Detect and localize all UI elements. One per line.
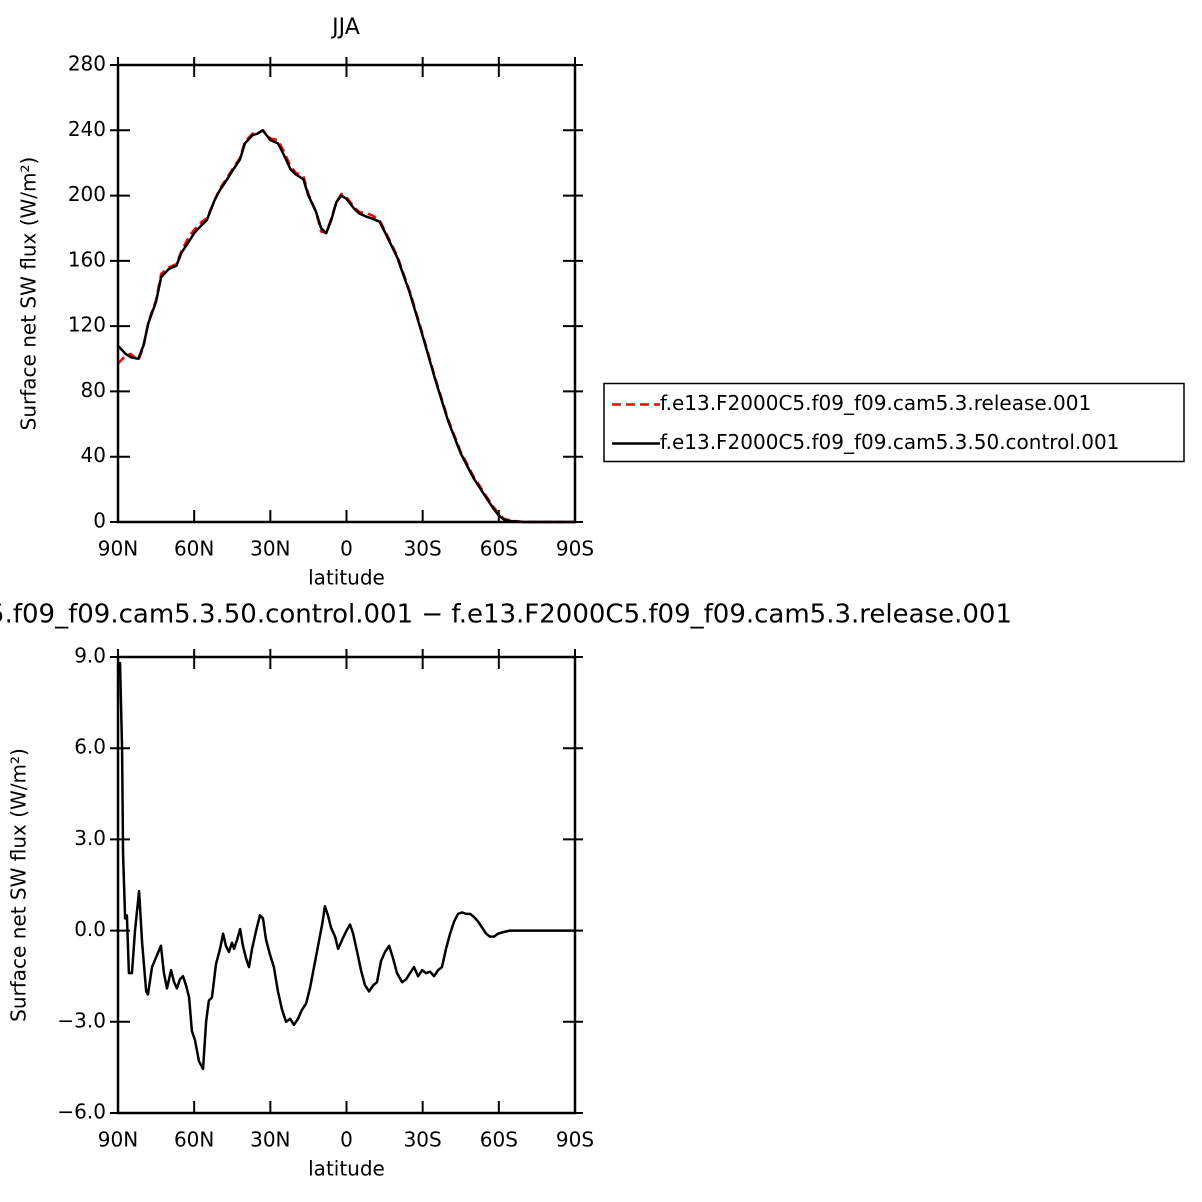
x-tick-label: 0 [340,537,353,561]
x-tick-label: 90S [556,1128,594,1152]
x-tick-label: 30N [250,537,290,561]
y-tick-label: 0 [93,509,106,533]
y-tick-label: 280 [68,52,106,76]
y-tick-label: −3.0 [57,1008,106,1032]
x-tick-label: 60N [174,537,214,561]
x-tick-label: 90N [98,537,138,561]
data-line [116,661,575,1071]
plot-frame [116,655,577,1115]
data-line [117,129,575,524]
data-line [117,129,575,524]
y-tick-label: 6.0 [74,735,106,759]
x-tick-label: 30N [250,1128,290,1152]
x-tick-label: 0 [340,1128,353,1152]
y-tick-label: −6.0 [57,1100,106,1124]
x-tick-label: 60N [174,1128,214,1152]
x-tick-label: 30S [404,1128,442,1152]
y-axis-label: Surface net SW flux (W/m²) [17,157,41,431]
x-tick-label: 30S [404,537,442,561]
y-axis-label: Surface net SW flux (W/m²) [7,748,31,1022]
y-tick-label: 9.0 [74,644,106,668]
legend-label: f.e13.F2000C5.f09_f09.cam5.3.50.control.… [660,430,1119,454]
x-tick-label: 60S [480,537,518,561]
y-tick-label: 200 [68,182,106,206]
y-tick-label: 240 [68,117,106,141]
y-tick-label: 160 [68,247,106,271]
chart-title: JJA [330,15,360,40]
x-tick-label: 90S [556,537,594,561]
y-tick-label: 3.0 [74,826,106,850]
y-tick-label: 80 [81,378,106,402]
x-axis-label: latitude [308,1157,385,1181]
y-tick-label: 120 [68,313,106,337]
x-axis-label: latitude [308,566,385,590]
legend-box [603,382,1185,463]
x-tick-label: 90N [98,1128,138,1152]
plot-frame [116,63,577,524]
chart-title: f.e13.F2000C5.f09_f09.cam5.3.50.control.… [0,600,1012,630]
y-tick-label: 0.0 [74,917,106,941]
x-tick-label: 60S [480,1128,518,1152]
legend-label: f.e13.F2000C5.f09_f09.cam5.3.release.001 [660,391,1091,415]
y-tick-label: 40 [81,443,106,467]
